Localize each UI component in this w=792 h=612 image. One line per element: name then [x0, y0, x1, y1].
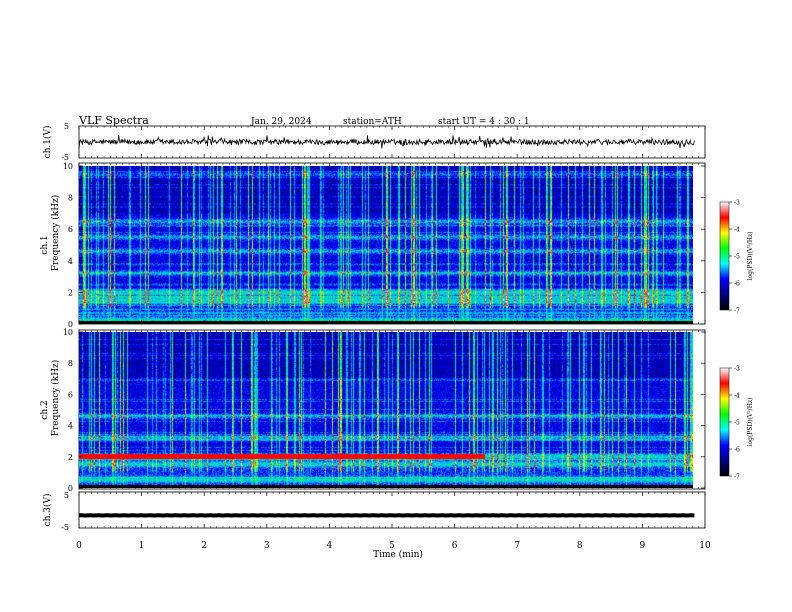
ch1-waveform-ylabel: ch.1(V) — [42, 126, 53, 159]
date-label: Jan. 29, 2024 — [250, 117, 312, 127]
x-tick-label: 0 — [76, 541, 82, 551]
ch3-ytick-top: 5 — [64, 491, 69, 500]
ch1-waveform-frame — [78, 125, 706, 159]
colorbar-tick-label: -4 — [734, 227, 740, 234]
y-tick-label: 8 — [68, 194, 73, 203]
colorbar-tick-label: -5 — [734, 254, 740, 261]
ch1-spectrogram-image — [79, 166, 693, 324]
y-tick-label: 0 — [68, 320, 73, 329]
y-tick-label: 4 — [68, 257, 73, 266]
start-time-label: start UT = 4 : 30 : 1 — [438, 117, 530, 127]
x-tick-label: 8 — [577, 541, 583, 551]
ch2-spec-ylabel-channel: ch.2 — [40, 400, 50, 419]
ch2-spec-ylabel-frequency: Frequency (kHz) — [50, 360, 61, 437]
x-tick-label: 9 — [640, 541, 646, 551]
x-tick-label: 7 — [514, 541, 520, 551]
y-tick-label: 2 — [68, 288, 73, 297]
colorbar-tick-label: -5 — [734, 420, 740, 427]
y-tick-label: 0 — [68, 484, 73, 493]
y-tick-label: 6 — [68, 225, 73, 234]
x-tick-label: 5 — [389, 541, 395, 551]
ch2-colorbar-bar — [719, 367, 730, 477]
station-label: station=ATH — [343, 117, 402, 127]
ch3-waveform-ylabel: ch.3(V) — [42, 494, 53, 527]
ch2-spectrogram-image — [79, 332, 693, 488]
axes-layer: 0 1 2 3 4 5 6 7 8 9 1002468100246810-3-4-5-6-7-3-4… — [63, 126, 740, 551]
x-tick-label: 1 — [139, 541, 145, 551]
colorbar-tick-label: -7 — [734, 474, 740, 481]
x-tick-label: 2 — [201, 541, 207, 551]
ch3-ytick-bottom: -5 — [61, 523, 69, 532]
colorbar-tick-label: -6 — [734, 281, 740, 288]
ch2-colorbar-label: log(PSD)(V²/Hz) — [747, 398, 754, 447]
x-tick-label: 6 — [452, 541, 458, 551]
colorbar-tick-label: -3 — [734, 200, 740, 207]
ch1-colorbar-label: log(PSD)(V²/Hz) — [747, 232, 754, 281]
x-tick-label: 3 — [264, 541, 270, 551]
x-tick-label: 10 — [699, 541, 711, 551]
ch1-spec-ylabel-frequency: Frequency (kHz) — [50, 195, 61, 272]
figure-title: VLF Spectra — [78, 114, 149, 127]
x-tick-label: 4 — [327, 541, 333, 551]
colorbar-tick-label: -6 — [734, 447, 740, 454]
y-tick-label: 4 — [68, 422, 73, 431]
y-tick-label: 2 — [68, 453, 73, 462]
y-tick-label: 10 — [63, 162, 73, 171]
ch1-colorbar-bar — [719, 201, 730, 311]
y-tick-label: 6 — [68, 390, 73, 399]
colorbar-tick-label: -3 — [734, 366, 740, 373]
ch1-waveform-line — [78, 135, 695, 149]
colorbar-tick-label: -7 — [734, 308, 740, 315]
ch3-waveform-frame — [78, 491, 706, 529]
colorbar-tick-label: -4 — [734, 393, 740, 400]
y-tick-label: 10 — [63, 328, 73, 337]
ch1-ytick-bottom: -5 — [61, 153, 69, 162]
ch1-spec-ylabel-channel: ch.1 — [40, 235, 50, 254]
y-tick-label: 8 — [68, 359, 73, 368]
ch1-ytick-top: 5 — [64, 122, 69, 131]
x-axis-label: Time (min) — [373, 549, 423, 560]
